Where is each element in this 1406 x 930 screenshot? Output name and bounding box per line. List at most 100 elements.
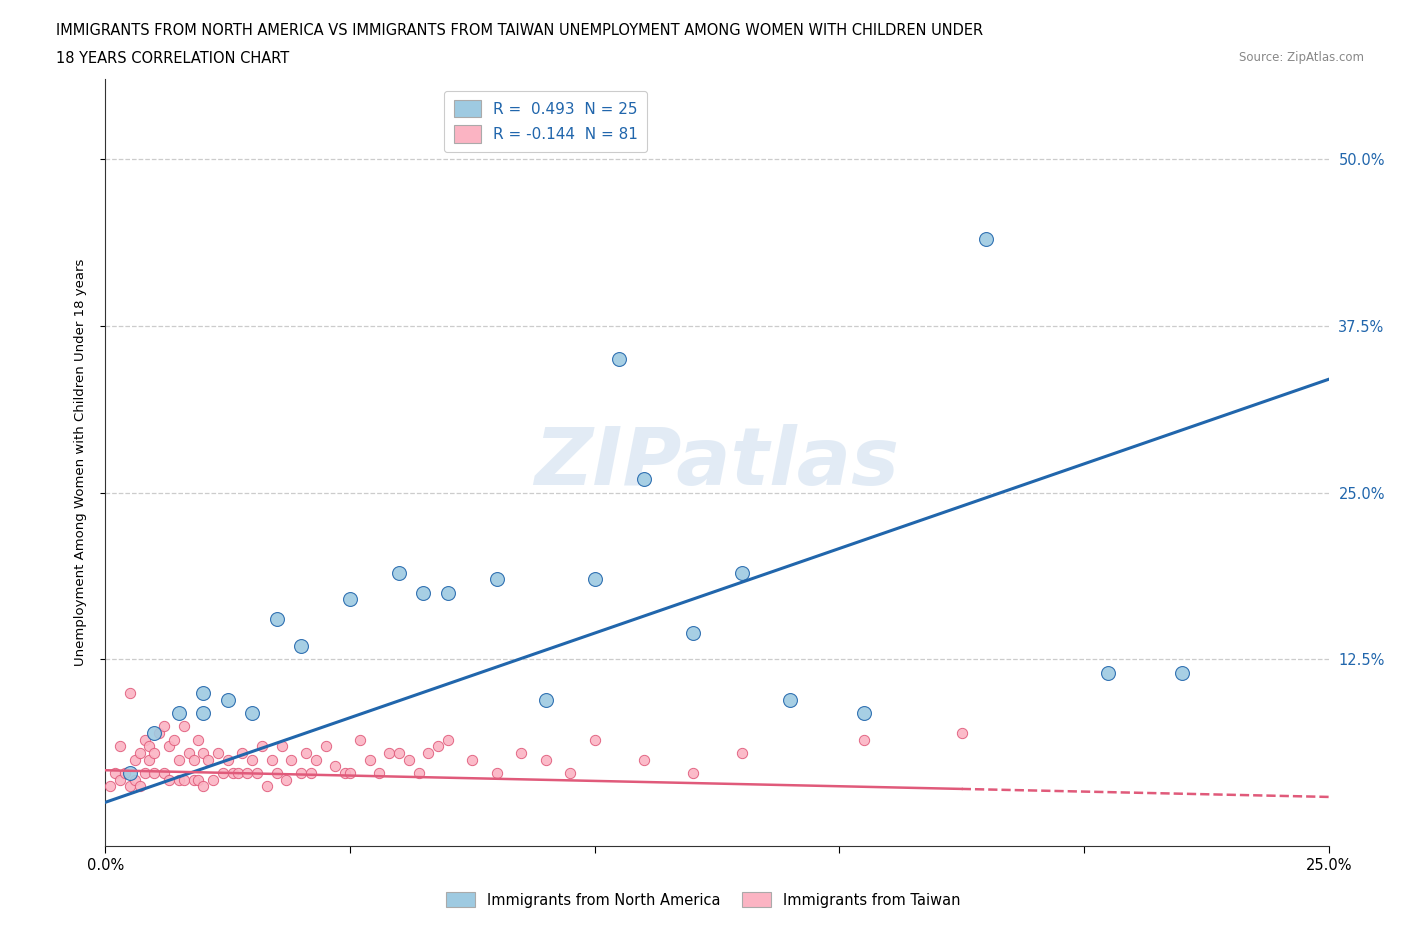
Point bbox=[510, 746, 533, 761]
Point bbox=[193, 706, 215, 721]
Point bbox=[299, 765, 322, 780]
Point bbox=[153, 719, 176, 734]
Point bbox=[114, 765, 136, 780]
Point bbox=[315, 738, 337, 753]
Point bbox=[398, 752, 420, 767]
Point bbox=[730, 746, 752, 761]
Point bbox=[485, 572, 508, 587]
Point bbox=[183, 752, 205, 767]
Point bbox=[202, 772, 225, 787]
Point bbox=[437, 585, 460, 600]
Text: Source: ZipAtlas.com: Source: ZipAtlas.com bbox=[1239, 51, 1364, 64]
Point bbox=[276, 772, 298, 787]
Point bbox=[138, 738, 160, 753]
Point bbox=[339, 765, 361, 780]
Point bbox=[408, 765, 430, 780]
Point bbox=[221, 765, 243, 780]
Point bbox=[682, 625, 704, 640]
Point bbox=[157, 772, 180, 787]
Point bbox=[240, 752, 263, 767]
Legend: R =  0.493  N = 25, R = -0.144  N = 81: R = 0.493 N = 25, R = -0.144 N = 81 bbox=[444, 90, 647, 152]
Point bbox=[167, 706, 190, 721]
Point bbox=[461, 752, 484, 767]
Point bbox=[290, 639, 312, 654]
Point bbox=[163, 732, 186, 747]
Point bbox=[167, 752, 190, 767]
Point bbox=[295, 746, 318, 761]
Point bbox=[427, 738, 450, 753]
Point bbox=[128, 778, 150, 793]
Point bbox=[266, 612, 288, 627]
Point bbox=[143, 765, 166, 780]
Point bbox=[378, 746, 401, 761]
Point bbox=[339, 592, 361, 607]
Point bbox=[852, 732, 875, 747]
Point bbox=[177, 746, 200, 761]
Point bbox=[134, 765, 156, 780]
Point bbox=[143, 746, 166, 761]
Point bbox=[280, 752, 302, 767]
Point bbox=[187, 772, 209, 787]
Point bbox=[270, 738, 292, 753]
Point bbox=[730, 565, 752, 580]
Point bbox=[633, 752, 655, 767]
Point bbox=[950, 725, 973, 740]
Point bbox=[128, 746, 150, 761]
Point bbox=[207, 746, 229, 761]
Text: 18 YEARS CORRELATION CHART: 18 YEARS CORRELATION CHART bbox=[56, 51, 290, 66]
Point bbox=[124, 752, 146, 767]
Point bbox=[412, 585, 434, 600]
Point bbox=[108, 772, 131, 787]
Point bbox=[183, 772, 205, 787]
Point bbox=[236, 765, 259, 780]
Point bbox=[250, 738, 273, 753]
Point bbox=[266, 765, 288, 780]
Point bbox=[148, 725, 170, 740]
Point bbox=[290, 765, 312, 780]
Point bbox=[485, 765, 508, 780]
Point bbox=[852, 706, 875, 721]
Point bbox=[368, 765, 391, 780]
Point bbox=[349, 732, 371, 747]
Point bbox=[193, 746, 215, 761]
Point bbox=[104, 765, 127, 780]
Point bbox=[118, 765, 141, 780]
Point bbox=[118, 778, 141, 793]
Y-axis label: Unemployment Among Women with Children Under 18 years: Unemployment Among Women with Children U… bbox=[75, 259, 87, 667]
Point bbox=[143, 725, 166, 740]
Point bbox=[138, 752, 160, 767]
Point bbox=[173, 719, 195, 734]
Point bbox=[583, 572, 606, 587]
Point bbox=[124, 772, 146, 787]
Point bbox=[1097, 665, 1119, 680]
Point bbox=[157, 738, 180, 753]
Point bbox=[607, 352, 630, 366]
Point bbox=[108, 738, 131, 753]
Point bbox=[212, 765, 235, 780]
Point bbox=[560, 765, 582, 780]
Point bbox=[682, 765, 704, 780]
Point bbox=[418, 746, 440, 761]
Point bbox=[260, 752, 283, 767]
Point bbox=[167, 772, 190, 787]
Text: IMMIGRANTS FROM NORTH AMERICA VS IMMIGRANTS FROM TAIWAN UNEMPLOYMENT AMONG WOMEN: IMMIGRANTS FROM NORTH AMERICA VS IMMIGRA… bbox=[56, 23, 983, 38]
Point bbox=[173, 772, 195, 787]
Point bbox=[193, 778, 215, 793]
Point bbox=[335, 765, 357, 780]
Point bbox=[437, 732, 460, 747]
Point bbox=[134, 732, 156, 747]
Point bbox=[226, 765, 249, 780]
Point bbox=[359, 752, 381, 767]
Point bbox=[193, 685, 215, 700]
Point bbox=[534, 692, 557, 707]
Point bbox=[974, 232, 997, 246]
Point bbox=[246, 765, 269, 780]
Point bbox=[231, 746, 253, 761]
Text: ZIPatlas: ZIPatlas bbox=[534, 424, 900, 501]
Point bbox=[305, 752, 328, 767]
Point bbox=[118, 685, 141, 700]
Point bbox=[217, 752, 239, 767]
Point bbox=[153, 765, 176, 780]
Point bbox=[187, 732, 209, 747]
Point bbox=[388, 565, 411, 580]
